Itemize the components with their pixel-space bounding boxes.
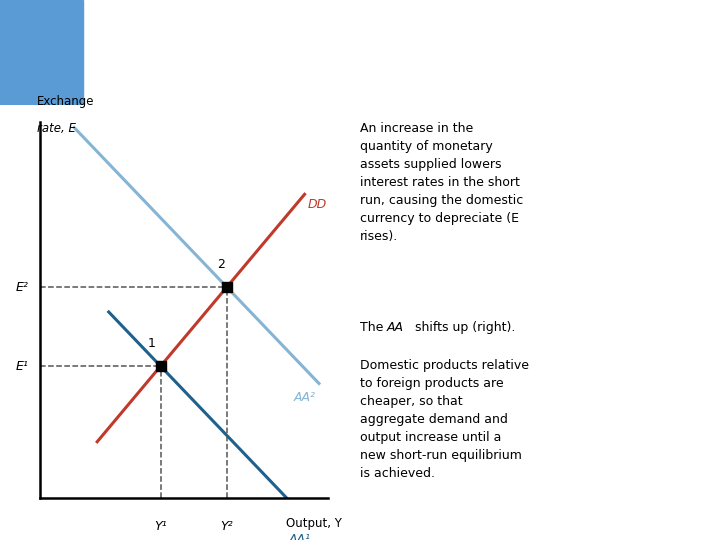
Text: Fig. 17-10: Effects of a Temporary: Fig. 17-10: Effects of a Temporary xyxy=(90,30,570,53)
Text: 1: 1 xyxy=(148,338,156,350)
FancyBboxPatch shape xyxy=(0,0,83,105)
Text: Copyright ©2015 Pearson Education, Inc. All rights reserved.: Copyright ©2015 Pearson Education, Inc. … xyxy=(14,519,333,529)
Text: Domestic products relative
to foreign products are
cheaper, so that
aggregate de: Domestic products relative to foreign pr… xyxy=(360,359,529,480)
Text: An increase in the
quantity of monetary
assets supplied lowers
interest rates in: An increase in the quantity of monetary … xyxy=(360,122,523,242)
Text: Exchange: Exchange xyxy=(37,95,94,108)
Text: AA: AA xyxy=(387,321,403,334)
Text: rate, E: rate, E xyxy=(37,122,76,134)
Text: The: The xyxy=(360,321,387,334)
Text: Y¹: Y¹ xyxy=(154,521,167,534)
Text: shifts up (right).: shifts up (right). xyxy=(411,321,516,334)
Text: 17-29: 17-29 xyxy=(675,519,706,529)
Text: E¹: E¹ xyxy=(15,360,28,373)
Text: E²: E² xyxy=(15,281,28,294)
Text: Increase in the Money Supply: Increase in the Money Supply xyxy=(90,74,508,98)
Text: AA¹: AA¹ xyxy=(288,534,310,540)
Text: 2: 2 xyxy=(217,258,225,271)
Text: DD: DD xyxy=(307,198,327,211)
Text: Y²: Y² xyxy=(220,521,233,534)
Text: Output, Y: Output, Y xyxy=(286,517,342,530)
Text: AA²: AA² xyxy=(294,391,316,404)
